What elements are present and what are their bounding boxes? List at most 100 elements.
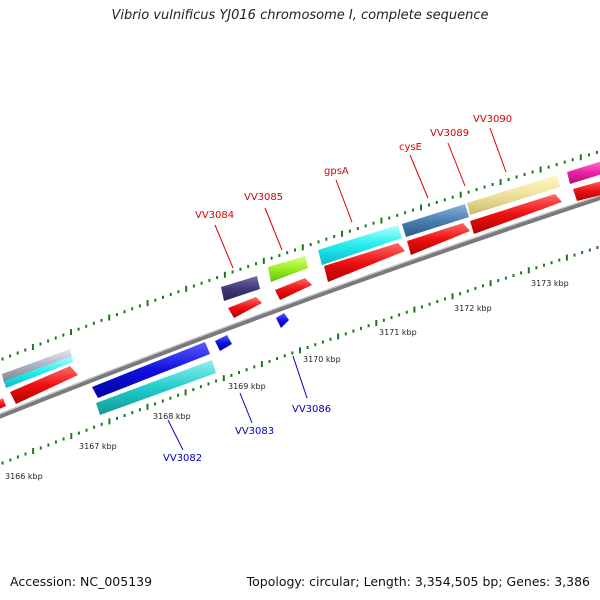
minor-tick — [286, 251, 289, 255]
gene-bar-grey[interactable] — [2, 349, 72, 383]
gene-bar-gpsa[interactable] — [318, 225, 402, 265]
minor-tick — [100, 422, 103, 426]
major-tick — [70, 329, 72, 336]
topology-text: Topology: circular; Length: 3,354,505 bp… — [246, 574, 590, 589]
minor-tick — [587, 153, 590, 157]
minor-tick — [317, 240, 320, 244]
minor-tick — [372, 221, 375, 225]
minor-tick — [199, 385, 202, 389]
major-tick — [499, 179, 502, 185]
minor-tick — [169, 293, 172, 296]
minor-tick — [555, 163, 558, 167]
forward-cds-track — [0, 180, 600, 411]
minor-tick — [329, 337, 332, 341]
reverse-gene-labels: VV3082 VV3083 VV3086 — [163, 404, 331, 464]
minor-tick — [396, 213, 399, 217]
minor-tick — [306, 346, 309, 349]
minor-tick — [435, 200, 438, 204]
minor-tick — [547, 165, 550, 169]
gene-bar-vv3085[interactable] — [268, 256, 308, 282]
minor-tick — [360, 326, 362, 330]
gene-label-vv3085[interactable]: VV3085 — [244, 192, 283, 203]
minor-tick — [309, 243, 312, 247]
gene-label-vv3090[interactable]: VV3090 — [473, 114, 512, 125]
major-tick — [380, 217, 383, 224]
gene-bar-magenta[interactable] — [567, 160, 600, 184]
minor-tick — [512, 274, 515, 277]
genome-backbone — [0, 195, 600, 419]
gene-label-vv3086[interactable]: VV3086 — [292, 404, 331, 415]
minor-tick — [283, 354, 286, 358]
minor-tick — [352, 329, 355, 333]
major-tick — [299, 347, 301, 354]
major-tick — [70, 433, 73, 440]
minor-tick — [123, 310, 126, 314]
scale-label-3168: 3168 kbp — [153, 412, 191, 421]
cds-arrow[interactable] — [0, 398, 6, 411]
gene-label-vv3084[interactable]: VV3084 — [195, 210, 234, 221]
gene-bar-vv3090[interactable] — [467, 175, 560, 215]
minor-tick — [278, 254, 281, 257]
minor-tick — [596, 246, 599, 249]
gene-label-vv3089[interactable]: VV3089 — [430, 128, 469, 139]
minor-tick — [16, 351, 19, 355]
minor-tick — [482, 284, 484, 288]
minor-tick — [507, 178, 510, 181]
gene-arrow-vv3082[interactable] — [92, 342, 210, 398]
gene-label-gpsa[interactable]: gpsA — [324, 166, 349, 177]
cds-arrow[interactable] — [324, 243, 405, 282]
cds-arrow[interactable] — [275, 278, 312, 300]
minor-tick — [177, 393, 179, 397]
minor-tick — [459, 292, 462, 296]
minor-tick — [270, 256, 273, 260]
minor-tick — [388, 216, 391, 220]
gene-bar-cyse[interactable] — [402, 204, 469, 237]
gene-bar-cyan[interactable] — [4, 356, 73, 388]
minor-tick — [573, 253, 576, 257]
major-tick — [32, 448, 35, 454]
minor-tick — [100, 318, 103, 322]
gene-bar-vv3084[interactable] — [221, 276, 260, 301]
major-tick — [451, 293, 454, 300]
minor-tick — [475, 188, 478, 192]
cds-arrow[interactable] — [228, 297, 262, 318]
minor-tick — [115, 313, 118, 317]
minor-tick — [208, 278, 211, 282]
cds-arrow[interactable] — [573, 180, 600, 201]
major-tick — [579, 154, 582, 161]
minor-tick — [348, 229, 351, 233]
major-tick — [108, 314, 111, 321]
gene-label-vv3083[interactable]: VV3083 — [235, 426, 274, 437]
minor-tick — [531, 170, 534, 174]
minor-tick — [47, 443, 50, 447]
gene-bar-vv3082-teal[interactable] — [96, 360, 216, 415]
minor-tick — [491, 183, 494, 186]
gene-label-vv3082[interactable]: VV3082 — [163, 453, 202, 464]
minor-tick — [321, 340, 324, 344]
major-tick — [527, 267, 530, 274]
gene-arrow-vv3083[interactable] — [215, 335, 232, 351]
forward-label-leaders — [214, 127, 507, 269]
forward-feature-track — [2, 160, 600, 388]
major-tick — [223, 271, 226, 278]
minor-tick — [39, 446, 42, 450]
scale-label-3171: 3171 kbp — [379, 328, 417, 337]
cds-arrow[interactable] — [470, 194, 562, 234]
minor-tick — [77, 327, 80, 331]
minor-tick — [504, 276, 507, 280]
minor-tick — [245, 368, 248, 372]
major-tick — [185, 285, 188, 292]
minor-tick — [563, 160, 566, 164]
minor-tick — [9, 354, 12, 358]
major-tick — [337, 333, 340, 340]
gene-label-cyse[interactable]: cysE — [399, 142, 422, 153]
minor-tick — [162, 295, 164, 299]
minor-tick — [428, 302, 431, 306]
major-tick — [489, 280, 492, 287]
minor-tick — [77, 431, 80, 435]
cds-arrow[interactable] — [407, 223, 470, 255]
cds-arrow[interactable] — [10, 366, 78, 404]
gene-arrow-vv3086[interactable] — [276, 313, 289, 328]
minor-tick — [116, 416, 118, 420]
